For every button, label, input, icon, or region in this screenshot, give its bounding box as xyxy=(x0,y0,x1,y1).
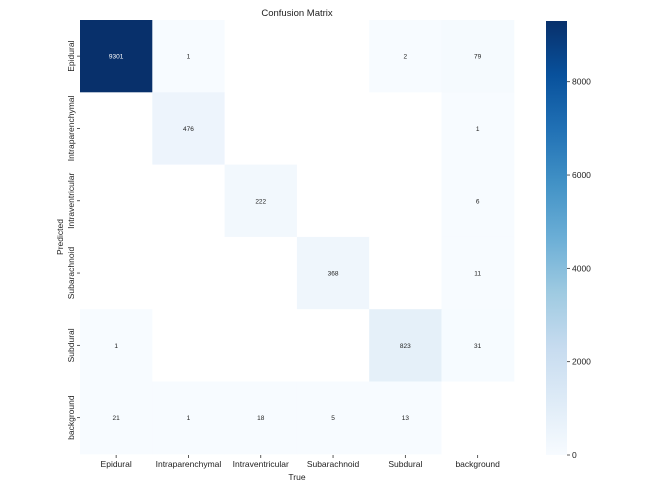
heatmap-cell xyxy=(369,164,442,238)
chart-title: Confusion Matrix xyxy=(261,8,333,19)
heatmap-cell xyxy=(80,20,153,93)
x-tick-label: Epidural xyxy=(101,459,132,469)
colorbar-tick-label: 8000 xyxy=(572,77,591,87)
cell-value-label: 476 xyxy=(183,126,194,133)
heatmap-cell xyxy=(152,381,226,455)
heatmap-cell xyxy=(441,236,515,310)
heatmap-cell xyxy=(441,20,515,93)
heatmap-cell xyxy=(224,20,298,93)
heatmap-cell xyxy=(224,92,298,166)
heatmap-cell xyxy=(80,236,153,310)
x-tick-label: Subdural xyxy=(388,459,422,469)
heatmap-cell xyxy=(80,92,153,166)
heatmap-cell xyxy=(152,164,226,238)
heatmap-cell xyxy=(224,309,298,382)
heatmap-cell xyxy=(80,309,153,382)
heatmap-cell xyxy=(296,164,370,238)
y-tick-label: Intraventricular xyxy=(66,172,76,228)
cell-value-label: 9301 xyxy=(109,54,124,61)
heatmap-cell xyxy=(441,92,515,166)
heatmap-cell xyxy=(296,236,370,310)
y-tick-label: Subarachnoid xyxy=(66,247,76,300)
cell-value-label: 6 xyxy=(476,198,480,205)
heatmap-cell xyxy=(296,381,370,455)
cell-value-label: 1 xyxy=(114,343,118,350)
cell-value-label: 1 xyxy=(187,415,191,422)
heatmap-cell xyxy=(80,164,153,238)
heatmap-cell xyxy=(224,236,298,310)
heatmap-cell xyxy=(152,20,226,93)
cell-value-label: 368 xyxy=(328,271,339,278)
heatmap-cell xyxy=(441,381,515,455)
heatmap-cell xyxy=(296,92,370,166)
heatmap-cell xyxy=(369,309,442,382)
y-tick-label: Subdural xyxy=(66,328,76,362)
x-tick-label: background xyxy=(455,459,500,469)
y-tick-label: background xyxy=(66,395,76,440)
cell-value-label: 823 xyxy=(400,343,411,350)
heatmap-cell xyxy=(441,164,515,238)
x-axis-label: True xyxy=(288,472,305,482)
heatmap-cell xyxy=(224,164,298,238)
cell-value-label: 18 xyxy=(257,415,265,422)
heatmap-cell xyxy=(441,309,515,382)
cell-value-label: 222 xyxy=(255,198,266,205)
cell-value-label: 1 xyxy=(476,126,480,133)
colorbar-tick-label: 0 xyxy=(572,450,577,460)
heatmap-cell xyxy=(152,309,226,382)
colorbar-tick-label: 4000 xyxy=(572,263,591,273)
y-tick-label: Epidural xyxy=(66,40,76,71)
heatmap-cell xyxy=(80,381,153,455)
cell-value-label: 13 xyxy=(402,415,410,422)
heatmap-cell xyxy=(224,381,298,455)
x-tick-label: Intraparenchymal xyxy=(156,459,222,469)
cell-value-label: 5 xyxy=(331,415,335,422)
cell-value-label: 21 xyxy=(113,415,121,422)
heatmap-cell xyxy=(152,92,226,166)
colorbar xyxy=(546,21,567,455)
x-tick-label: Intraventricular xyxy=(233,459,289,469)
y-tick-label: Intraparenchymal xyxy=(66,96,76,162)
cell-value-label: 79 xyxy=(474,54,482,61)
colorbar-tick-label: 6000 xyxy=(572,170,591,180)
heatmap-cell xyxy=(369,236,442,310)
colorbar-tick-label: 2000 xyxy=(572,357,591,367)
cell-value-label: 11 xyxy=(474,271,481,278)
cell-value-label: 2 xyxy=(404,54,408,61)
heatmap-cell xyxy=(296,20,370,93)
heatmap-cell xyxy=(369,20,442,93)
heatmap-cell xyxy=(152,236,226,310)
heatmap-cell xyxy=(369,92,442,166)
cell-value-label: 1 xyxy=(187,54,191,61)
y-axis-label: Predicted xyxy=(55,219,65,255)
heatmap-cell xyxy=(296,309,370,382)
cell-value-label: 31 xyxy=(474,343,482,350)
x-tick-label: Subarachnoid xyxy=(307,459,360,469)
heatmap-cell xyxy=(369,381,442,455)
